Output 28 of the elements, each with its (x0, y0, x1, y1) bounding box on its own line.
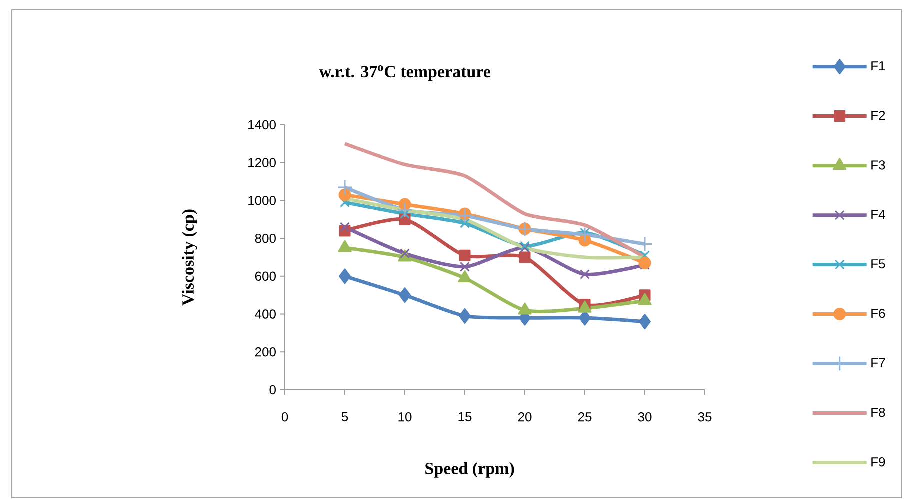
legend-label: F7 (872, 358, 886, 368)
legend-label: F4 (872, 210, 886, 220)
chart-title: w.r.t. 37$^{o}$C temperature (319, 66, 491, 82)
x-tick-label: 25 (578, 412, 592, 422)
legend-label: F5 (872, 260, 886, 269)
x-tick-label: 35 (698, 412, 712, 422)
x-tick-label: 10 (398, 412, 412, 422)
y-tick-label: 0 (270, 385, 276, 395)
x-tick-label: 20 (518, 412, 532, 422)
legend-label: F2 (872, 111, 886, 120)
y-tick-label: 1200 (248, 158, 276, 168)
legend-label: F1 (872, 62, 886, 71)
x-tick-label: 30 (638, 412, 652, 422)
y-tick-label: 1000 (248, 196, 276, 206)
y-tick-label: 400 (255, 310, 276, 319)
legend-label: F6 (872, 308, 886, 318)
y-tick-label: 800 (255, 234, 276, 244)
legend-label: F9 (872, 458, 886, 467)
legend-label: F8 (872, 408, 886, 418)
x-tick-label: 0 (282, 412, 288, 422)
x-tick-label: 15 (458, 412, 472, 422)
x-axis-title: Speed (rpm) (426, 462, 514, 478)
y-tick-label: 600 (255, 272, 276, 282)
legend-label: F3 (872, 160, 886, 170)
x-tick-label: 5 (342, 412, 348, 422)
y-tick-label: 1400 (248, 120, 276, 130)
y-tick-label: 200 (255, 348, 276, 357)
y-axis-title: Viscosity (cp) (182, 210, 198, 306)
